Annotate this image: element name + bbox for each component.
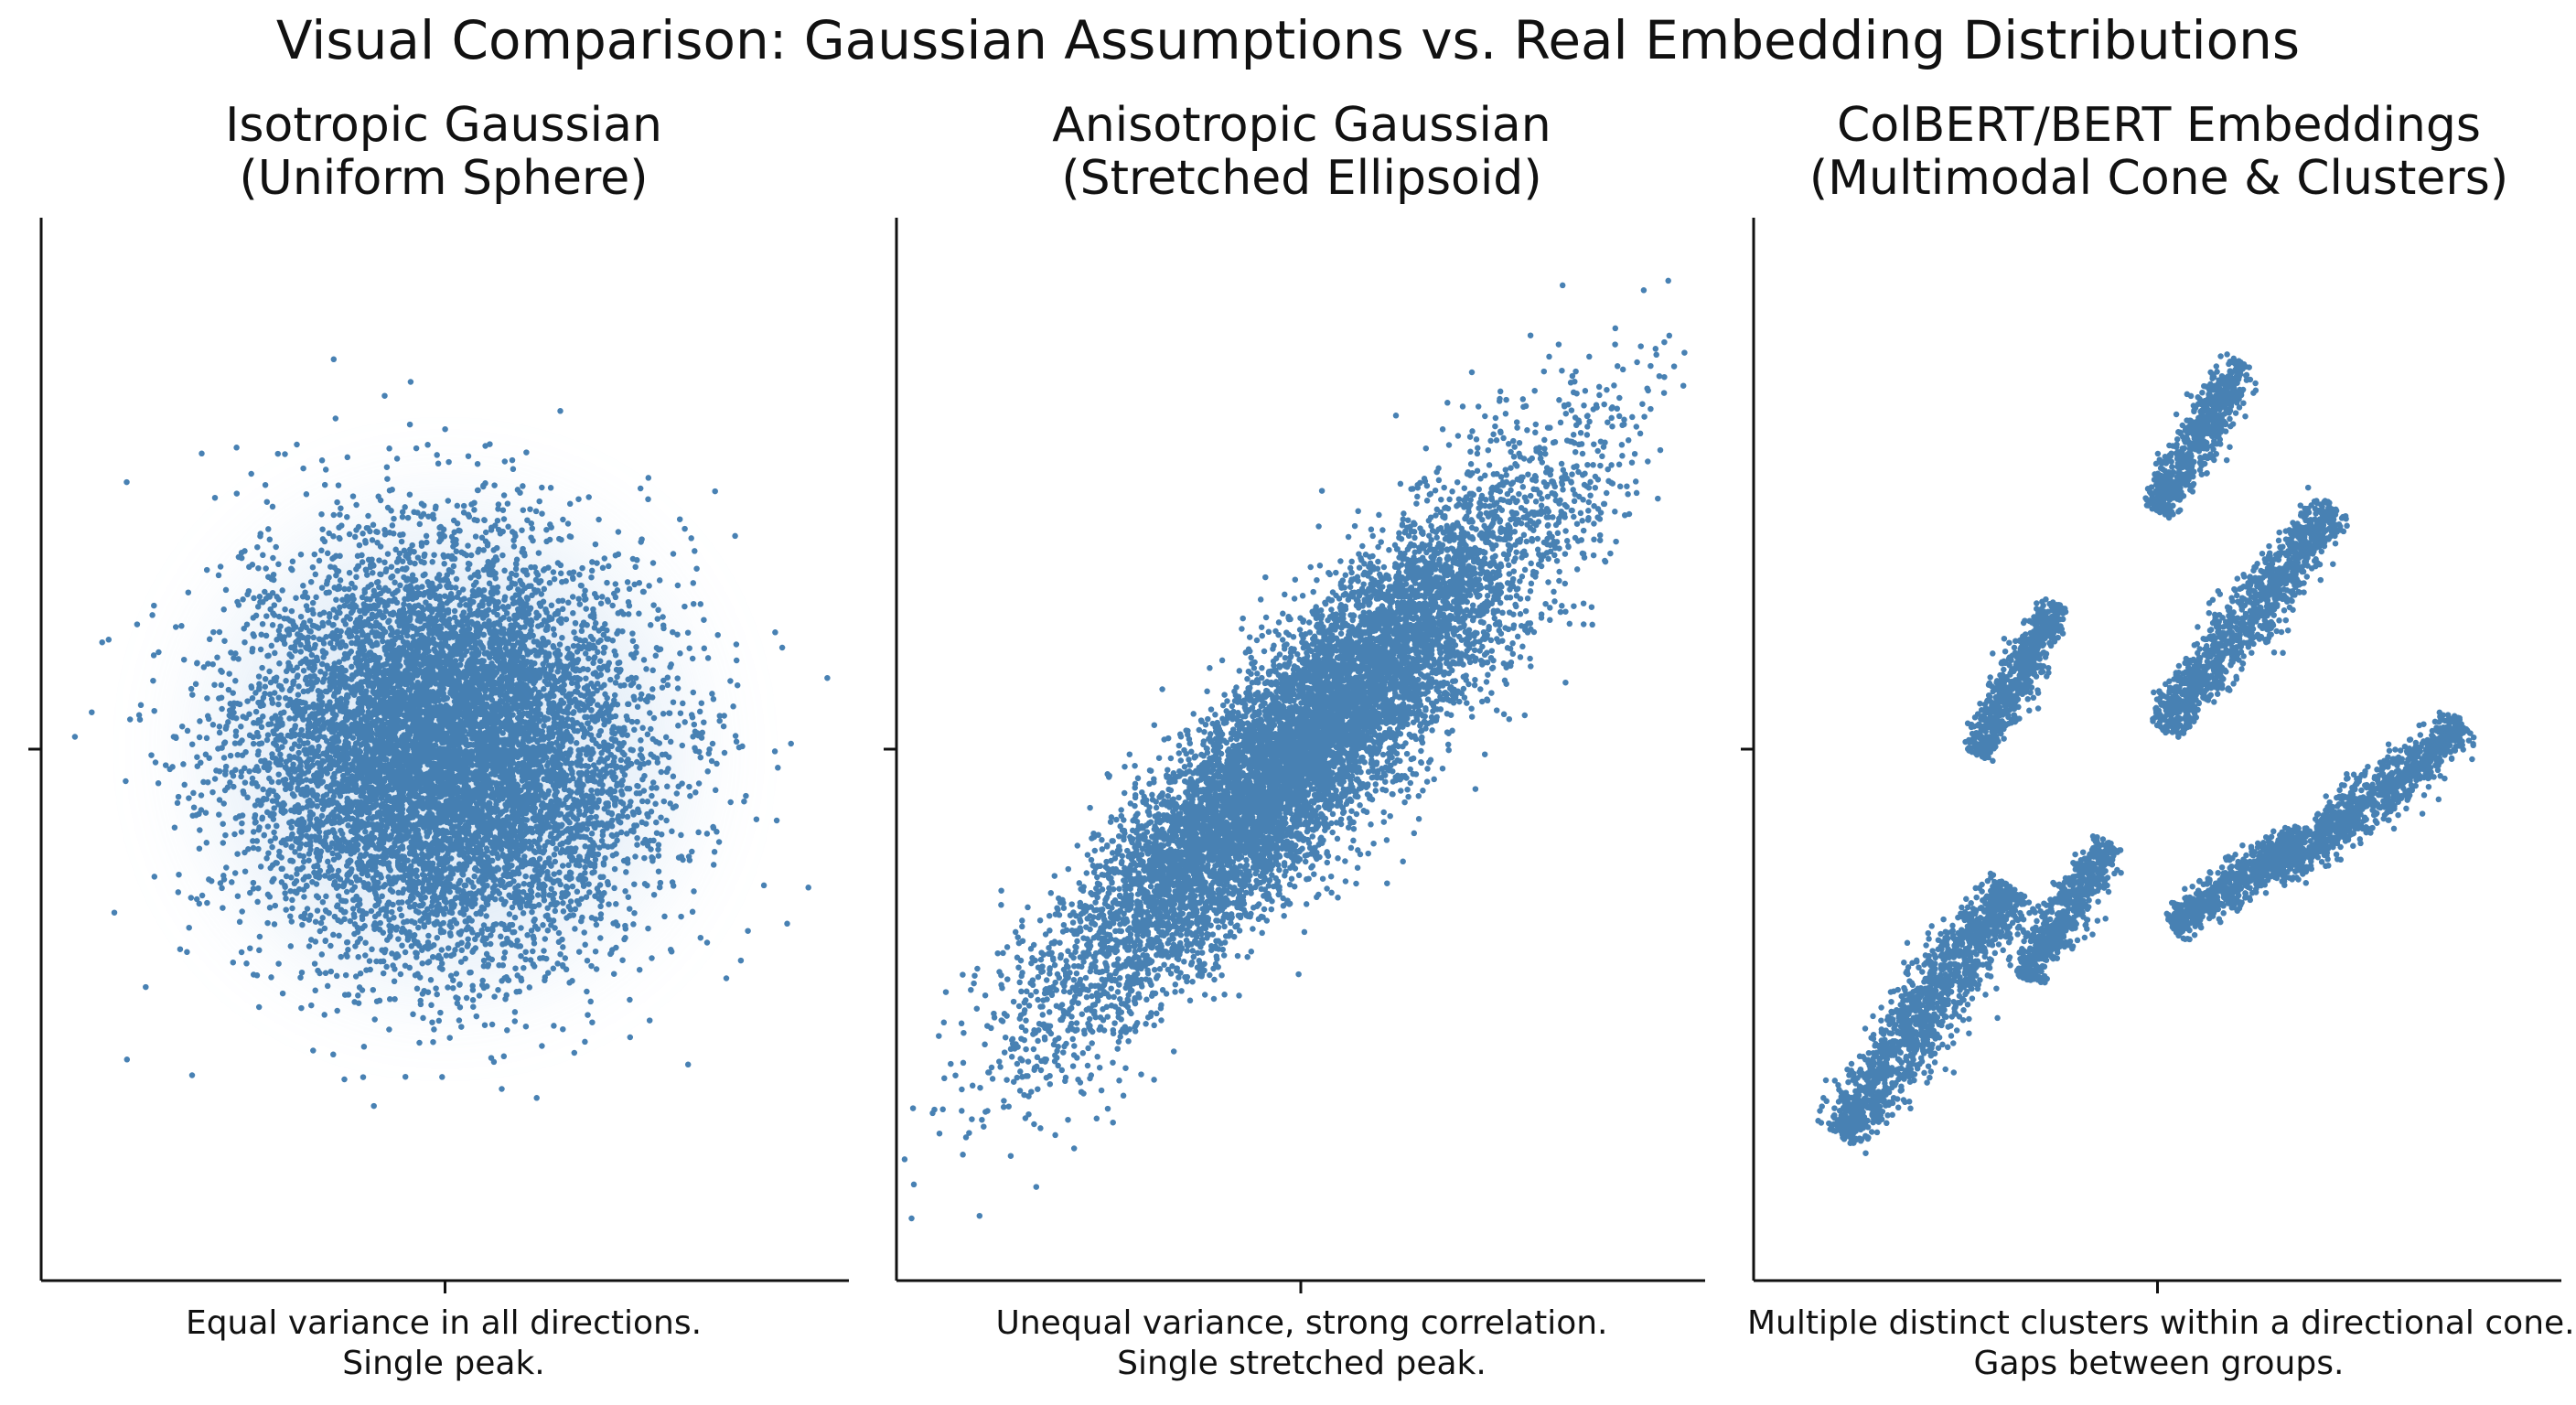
panel-2-caption-line-1: Unequal variance, strong correlation.	[995, 1304, 1608, 1342]
panel-1-title: Isotropic Gaussian (Uniform Sphere)	[50, 99, 837, 205]
panel-2-points	[901, 277, 1688, 1222]
panel-3-caption-line-1: Multiple distinct clusters within a dire…	[1747, 1304, 2575, 1342]
panel-1-points	[71, 356, 831, 1110]
panel-3-title-line-1: ColBERT/BERT Embeddings	[1837, 98, 2481, 153]
panel-2-title-line-1: Anisotropic Gaussian	[1052, 98, 1551, 153]
panel-2-scatter	[884, 218, 1705, 1293]
panel-3-points	[1815, 351, 2477, 1156]
panel-1-caption-line-1: Equal variance in all directions.	[185, 1304, 703, 1342]
panel-2-title: Anisotropic Gaussian (Stretched Ellipsoi…	[908, 99, 1695, 205]
panel-2-title-line-2: (Stretched Ellipsoid)	[1061, 151, 1542, 206]
panel-1-caption: Equal variance in all directions. Single…	[32, 1303, 855, 1384]
panel-1-title-line-1: Isotropic Gaussian	[225, 98, 662, 153]
panel-2-caption-line-2: Single stretched peak.	[1117, 1345, 1487, 1382]
panel-3-title-line-2: (Multimodal Cone & Clusters)	[1809, 151, 2509, 206]
panel-1-title-line-2: (Uniform Sphere)	[239, 151, 649, 206]
panel-2-caption: Unequal variance, strong correlation. Si…	[890, 1303, 1713, 1384]
panel-3-caption-line-2: Gaps between groups.	[1973, 1345, 2345, 1382]
panel-3-title: ColBERT/BERT Embeddings (Multimodal Cone…	[1766, 99, 2552, 205]
panel-3-caption: Multiple distinct clusters within a dire…	[1747, 1303, 2575, 1384]
panel-3-scatter	[1741, 218, 2561, 1293]
panel-1-caption-line-2: Single peak.	[342, 1345, 545, 1382]
figure-title: Visual Comparison: Gaussian Assumptions …	[275, 9, 2301, 71]
panel-1-scatter	[28, 218, 849, 1293]
